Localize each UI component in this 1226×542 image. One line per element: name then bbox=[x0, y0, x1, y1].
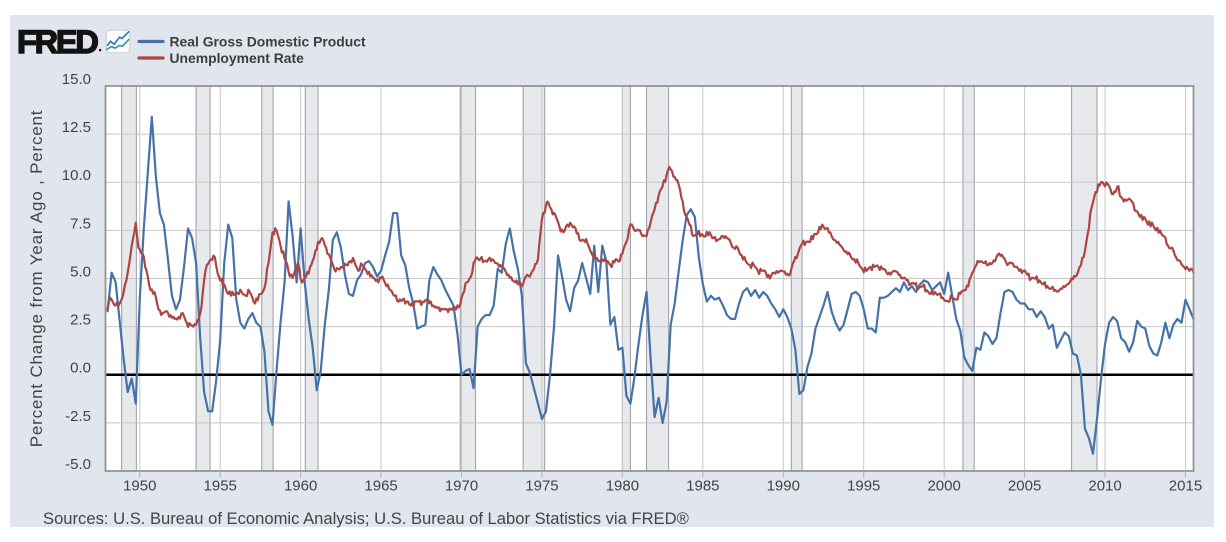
svg-text:10.0: 10.0 bbox=[62, 167, 91, 184]
svg-text:1980: 1980 bbox=[606, 478, 639, 495]
svg-text:1990: 1990 bbox=[767, 478, 800, 495]
svg-text:-2.5: -2.5 bbox=[65, 408, 91, 425]
svg-text:Real Gross Domestic Product: Real Gross Domestic Product bbox=[170, 34, 366, 50]
svg-text:1960: 1960 bbox=[284, 478, 317, 495]
svg-text:1950: 1950 bbox=[123, 478, 156, 495]
svg-text:15.0: 15.0 bbox=[62, 71, 91, 88]
svg-text:1985: 1985 bbox=[686, 478, 719, 495]
svg-text:FRED: FRED bbox=[17, 24, 98, 60]
svg-text:5.0: 5.0 bbox=[70, 263, 91, 280]
svg-text:1970: 1970 bbox=[445, 478, 478, 495]
svg-text:1995: 1995 bbox=[847, 478, 880, 495]
svg-text:1965: 1965 bbox=[364, 478, 397, 495]
svg-text:2.5: 2.5 bbox=[70, 312, 91, 329]
svg-text:Percent Change from Year Ago ,: Percent Change from Year Ago , Percent bbox=[27, 110, 46, 448]
svg-text:Sources: U.S. Bureau of Econom: Sources: U.S. Bureau of Economic Analysi… bbox=[43, 509, 689, 528]
svg-text:1955: 1955 bbox=[204, 478, 237, 495]
svg-text:Unemployment Rate: Unemployment Rate bbox=[170, 50, 305, 66]
svg-text:-5.0: -5.0 bbox=[65, 456, 91, 473]
svg-text:2015: 2015 bbox=[1169, 478, 1202, 495]
svg-text:2005: 2005 bbox=[1008, 478, 1041, 495]
svg-text:1975: 1975 bbox=[525, 478, 558, 495]
svg-text:12.5: 12.5 bbox=[62, 119, 91, 136]
svg-text:0.0: 0.0 bbox=[70, 360, 91, 377]
svg-text:2010: 2010 bbox=[1088, 478, 1121, 495]
svg-text:2000: 2000 bbox=[927, 478, 960, 495]
svg-text:7.5: 7.5 bbox=[70, 215, 91, 232]
